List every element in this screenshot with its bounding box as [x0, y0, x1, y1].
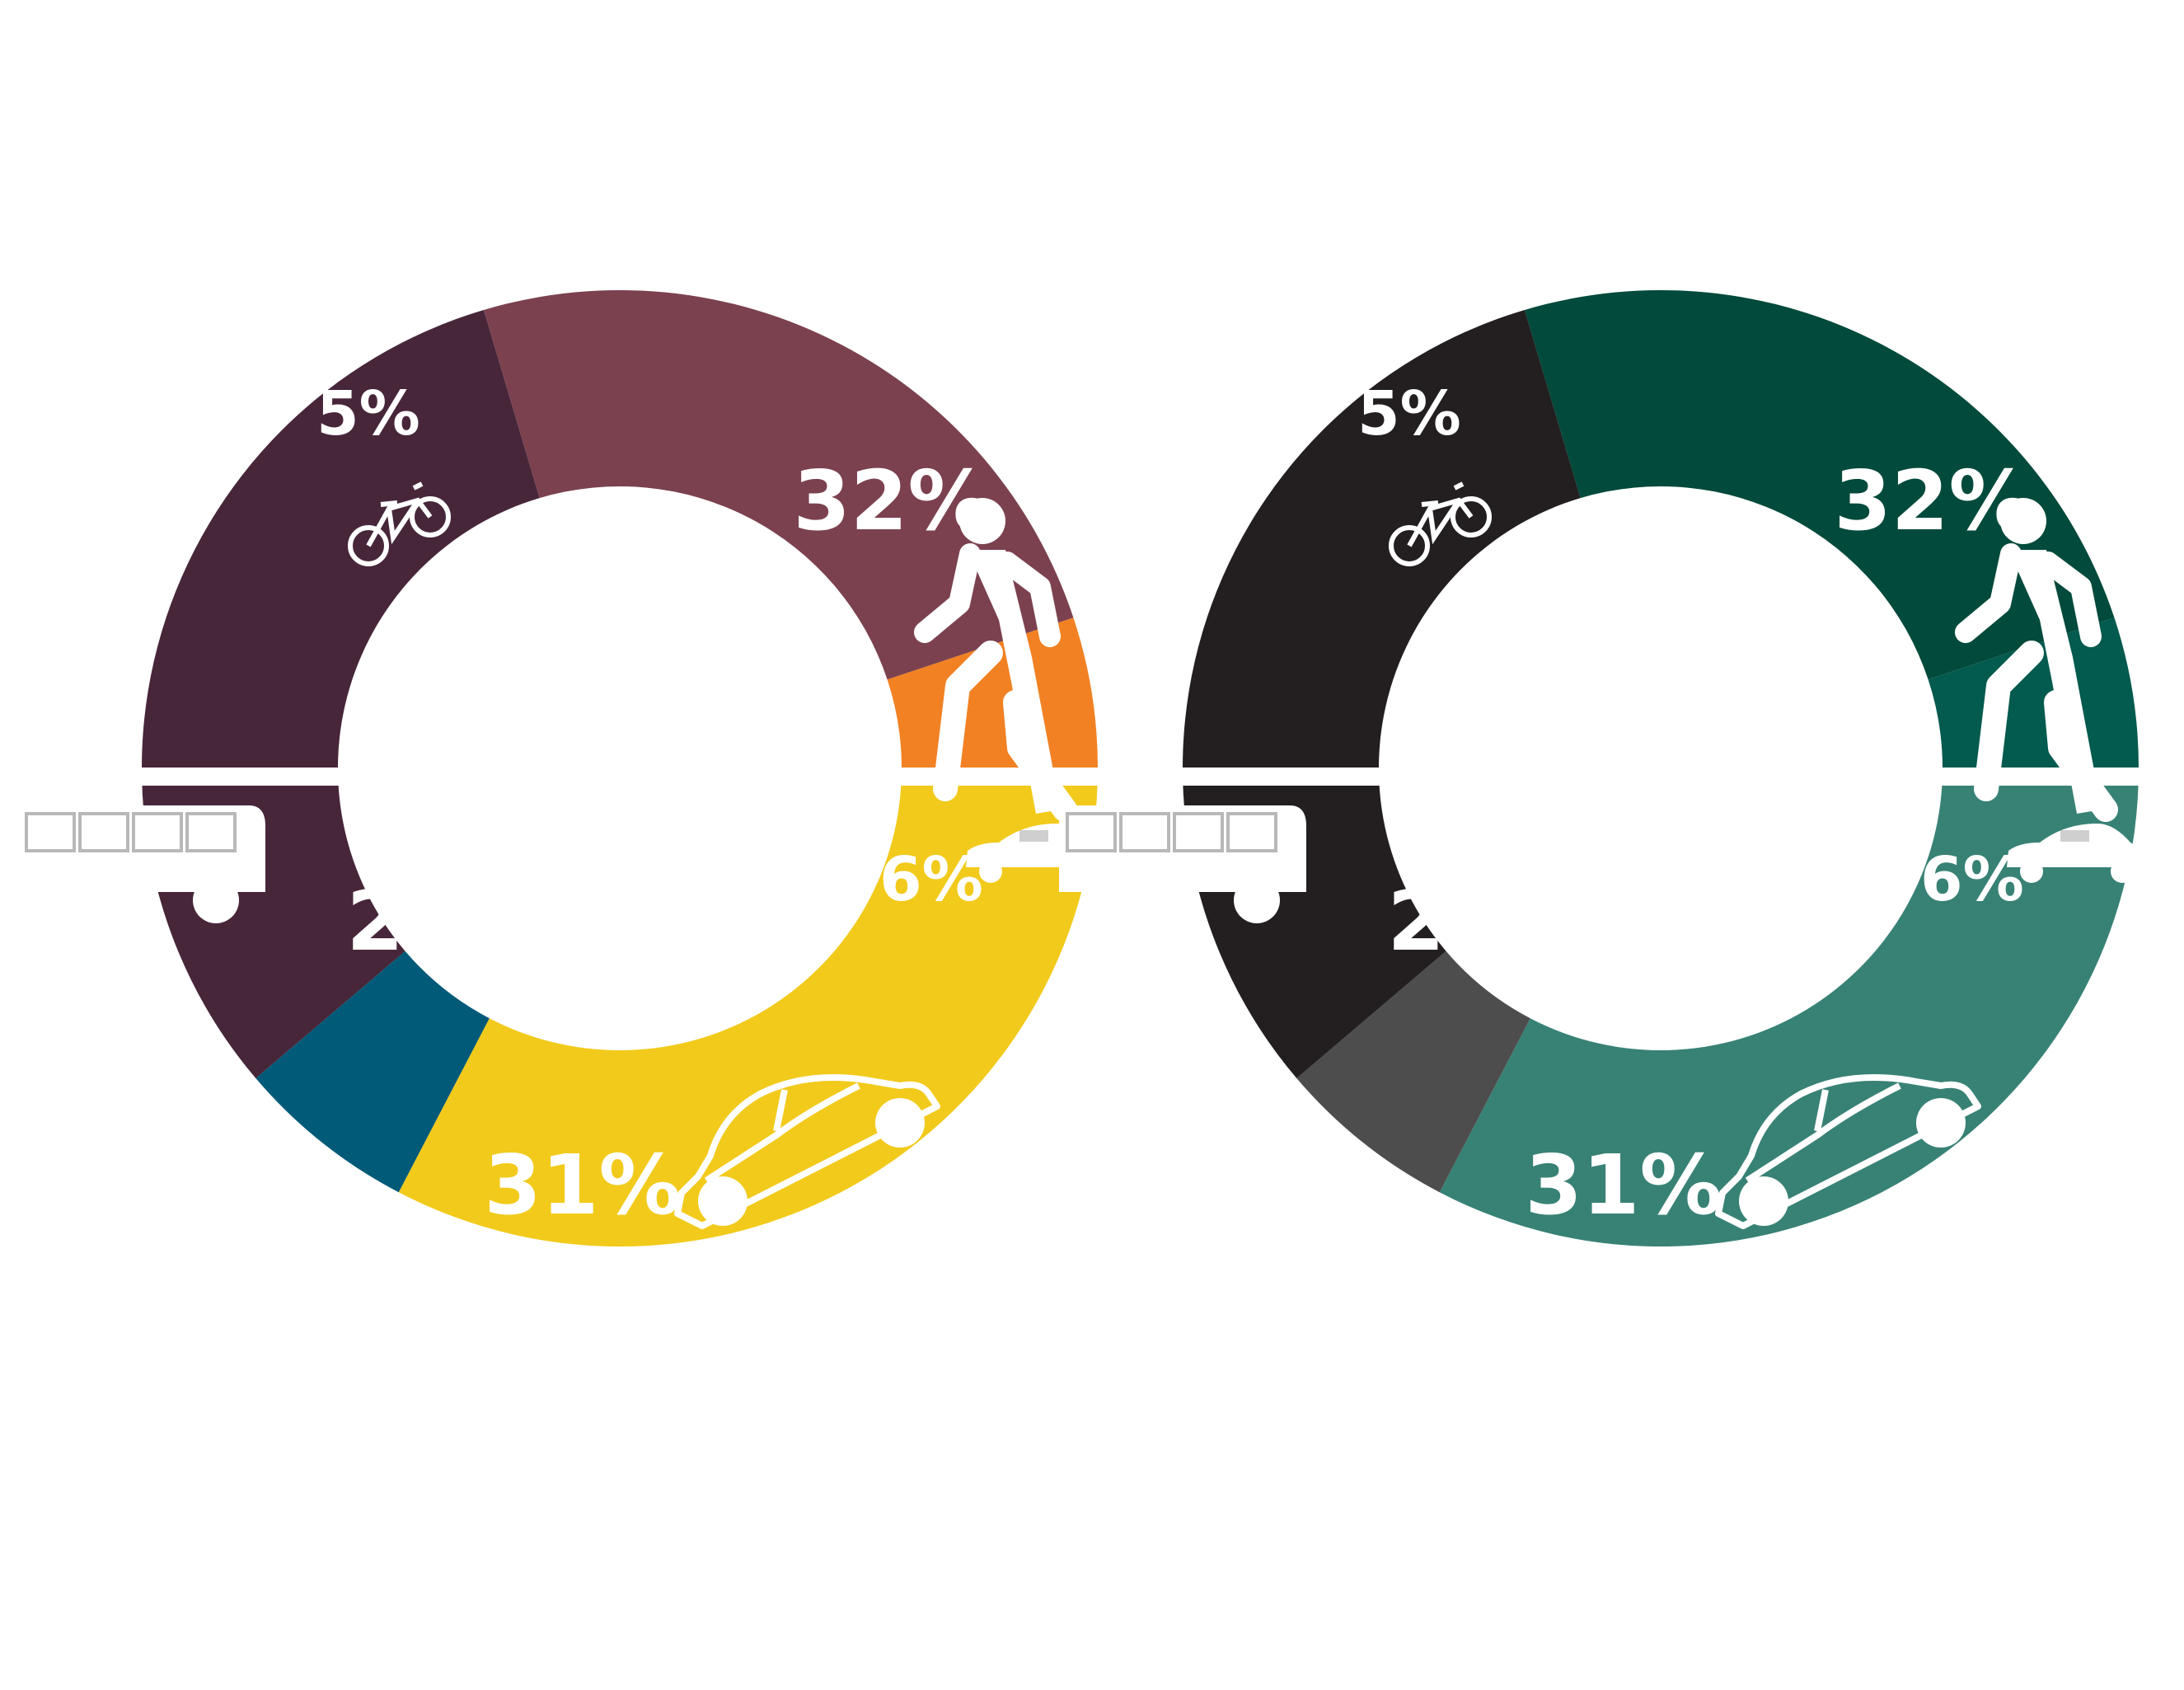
data-label-taxi: 6%: [879, 844, 983, 915]
data-label-bicycle: 5%: [316, 378, 420, 449]
slice-taxi: [1296, 951, 1530, 1193]
car-icon: [674, 1074, 940, 1229]
taxi-icon: [2007, 824, 2147, 883]
slice-bus: [1524, 289, 2115, 680]
donut-chart-2: 32% 6% 31% 24% 5%: [1059, 289, 2147, 1246]
data-label-bus: 24%: [1387, 873, 1584, 969]
data-label-taxi: 6%: [1920, 844, 2024, 915]
data-label-car: 31%: [1525, 1137, 1722, 1233]
data-label-bus: 24%: [346, 873, 543, 969]
walking-person-icon: [1955, 498, 2118, 822]
data-label-walk: 32%: [793, 453, 990, 549]
bus-icon: [18, 805, 265, 923]
bus-icon: [1059, 805, 1306, 923]
ring-gap: [1174, 768, 2147, 786]
car-icon: [1715, 1074, 1981, 1229]
ring-gap: [134, 768, 1106, 786]
slice-bus: [483, 289, 1074, 680]
bicycle-icon: [348, 481, 451, 566]
data-label-bicycle: 5%: [1357, 378, 1461, 449]
walking-person-icon: [914, 498, 1077, 822]
slice-taxi: [255, 951, 490, 1193]
donut-chart-1: 32% 6% 31% 24% 5%: [18, 289, 1106, 1246]
data-label-car: 31%: [484, 1137, 681, 1233]
data-label-walk: 32%: [1834, 453, 2031, 549]
bicycle-icon: [1389, 481, 1492, 566]
